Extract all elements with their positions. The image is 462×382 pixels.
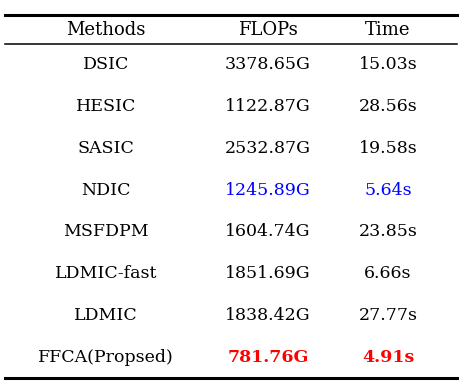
Text: 1851.69G: 1851.69G: [225, 265, 311, 282]
Text: FLOPs: FLOPs: [238, 21, 298, 39]
Text: LDMIC: LDMIC: [74, 307, 138, 324]
Text: Methods: Methods: [67, 21, 146, 39]
Text: LDMIC-fast: LDMIC-fast: [55, 265, 158, 282]
Text: 4.91s: 4.91s: [362, 349, 414, 366]
Text: 1245.89G: 1245.89G: [225, 182, 311, 199]
Text: 1122.87G: 1122.87G: [225, 98, 311, 115]
Text: 5.64s: 5.64s: [364, 182, 412, 199]
Text: 23.85s: 23.85s: [359, 223, 418, 240]
Text: DSIC: DSIC: [83, 56, 129, 73]
Text: HESIC: HESIC: [76, 98, 136, 115]
Text: 28.56s: 28.56s: [359, 98, 418, 115]
Text: 27.77s: 27.77s: [359, 307, 418, 324]
Text: FFCA(Propsed): FFCA(Propsed): [38, 349, 174, 366]
Text: 1604.74G: 1604.74G: [225, 223, 311, 240]
Text: 6.66s: 6.66s: [365, 265, 412, 282]
Text: Time: Time: [365, 21, 411, 39]
Text: 781.76G: 781.76G: [227, 349, 309, 366]
Text: 19.58s: 19.58s: [359, 140, 418, 157]
Text: SASIC: SASIC: [78, 140, 135, 157]
Text: 2532.87G: 2532.87G: [225, 140, 311, 157]
Text: 3378.65G: 3378.65G: [225, 56, 311, 73]
Text: 15.03s: 15.03s: [359, 56, 418, 73]
Text: NDIC: NDIC: [81, 182, 131, 199]
Text: 1838.42G: 1838.42G: [225, 307, 311, 324]
Text: MSFDPM: MSFDPM: [63, 223, 149, 240]
